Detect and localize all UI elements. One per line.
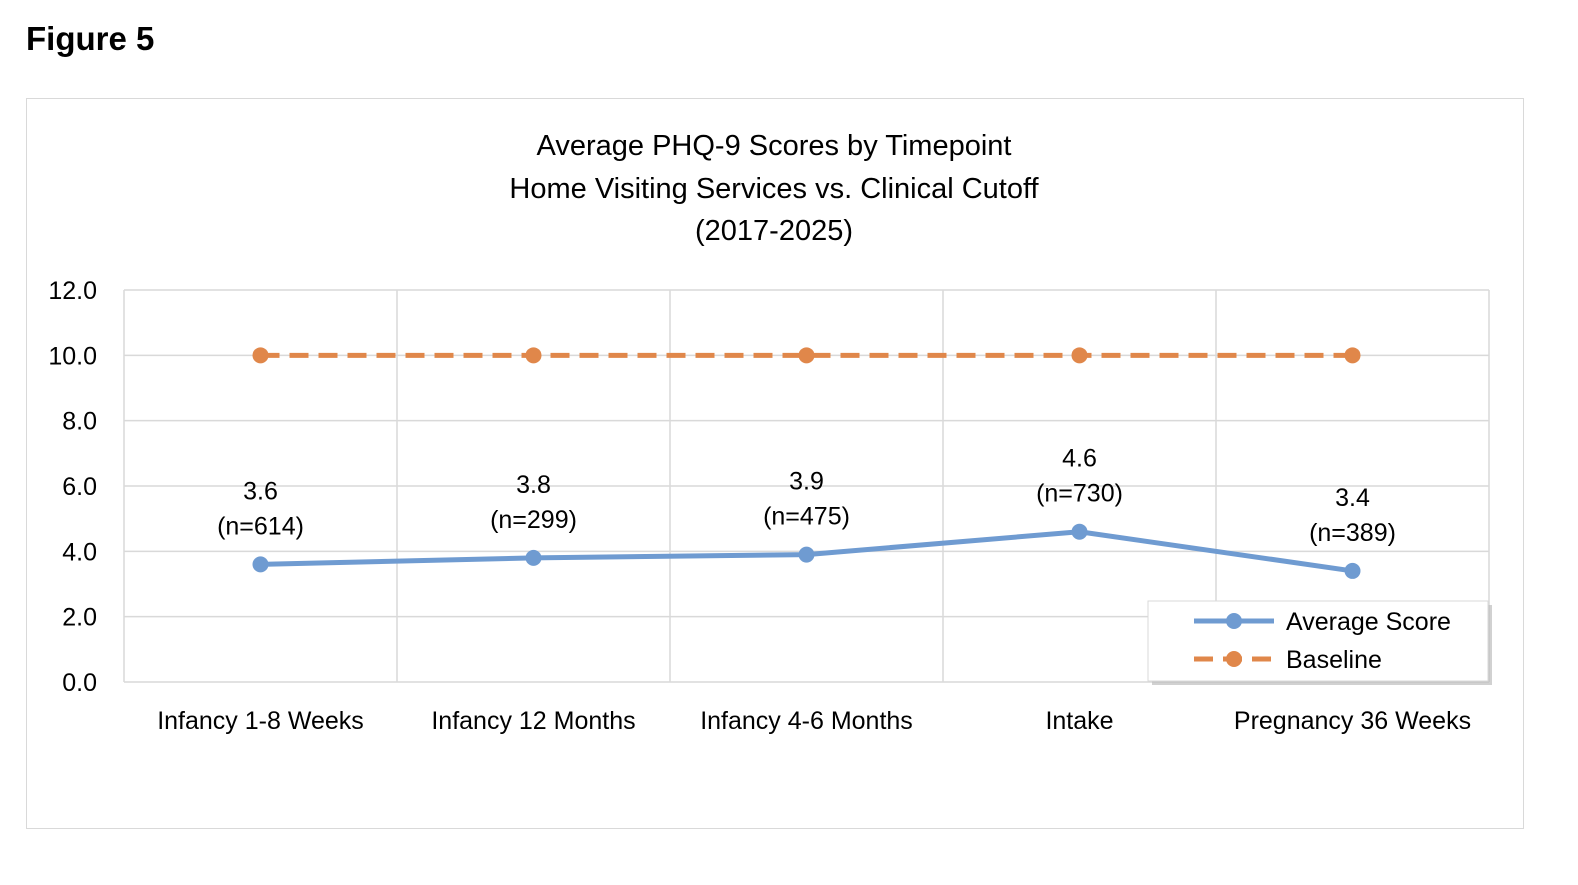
chart-title: Average PHQ-9 Scores by Timepoint Home V…	[509, 130, 1039, 247]
chart-title-line-2: Home Visiting Services vs. Clinical Cuto…	[509, 173, 1039, 205]
data-label-value: 3.6	[243, 477, 278, 505]
chart-title-line-1: Average PHQ-9 Scores by Timepoint	[537, 130, 1012, 162]
legend-box	[1147, 600, 1489, 682]
data-label-value: 3.4	[1335, 484, 1370, 512]
y-tick-label: 2.0	[62, 604, 97, 632]
y-tick-label: 4.0	[62, 538, 97, 566]
series-layer	[252, 347, 1361, 579]
y-axis: 0.0 2.0 4.0 6.0 8.0 10.0 12.0	[48, 277, 97, 697]
y-tick-label: 6.0	[62, 473, 97, 501]
legend: Average Score Baseline	[1147, 600, 1492, 685]
x-tick-label: Pregnancy 36 Weeks	[1234, 707, 1471, 735]
data-point	[1071, 347, 1088, 364]
data-label-count: (n=730)	[1036, 480, 1123, 508]
figure-label: Figure 5	[26, 20, 155, 57]
data-point	[1071, 523, 1088, 540]
data-point	[525, 549, 542, 566]
x-tick-label: Infancy 1-8 Weeks	[157, 707, 364, 735]
data-point	[252, 347, 269, 364]
data-label-value: 3.8	[516, 471, 551, 499]
data-label-value: 4.6	[1062, 445, 1097, 473]
data-label-value: 3.9	[789, 468, 824, 496]
chart-frame	[26, 98, 1524, 829]
x-axis: Infancy 1-8 Weeks Infancy 12 Months Infanc…	[157, 707, 1471, 735]
data-label-count: (n=614)	[217, 512, 304, 540]
data-label-count: (n=299)	[490, 506, 577, 534]
legend-swatch-marker	[1226, 651, 1242, 667]
x-tick-label: Intake	[1045, 707, 1113, 735]
data-point	[252, 556, 269, 573]
data-point	[525, 347, 542, 364]
legend-label: Baseline	[1286, 646, 1382, 674]
data-label-count: (n=389)	[1309, 519, 1396, 547]
legend-swatch-marker	[1226, 613, 1242, 629]
legend-label: Average Score	[1286, 608, 1451, 636]
data-point	[1344, 562, 1361, 579]
y-tick-label: 0.0	[62, 669, 97, 697]
y-tick-label: 10.0	[48, 342, 97, 370]
data-point	[1344, 347, 1361, 364]
y-tick-label: 8.0	[62, 408, 97, 436]
chart-title-line-3: (2017-2025)	[695, 215, 853, 247]
x-tick-label: Infancy 12 Months	[431, 707, 635, 735]
data-labels: 3.6 (n=614) 3.8 (n=299) 3.9 (n=475) 4.6 (n=730)…	[217, 445, 1396, 547]
y-tick-label: 12.0	[48, 277, 97, 305]
x-tick-label: Infancy 4-6 Months	[700, 707, 913, 735]
data-label-count: (n=475)	[763, 503, 850, 531]
data-point	[798, 546, 815, 563]
data-point	[798, 347, 815, 364]
